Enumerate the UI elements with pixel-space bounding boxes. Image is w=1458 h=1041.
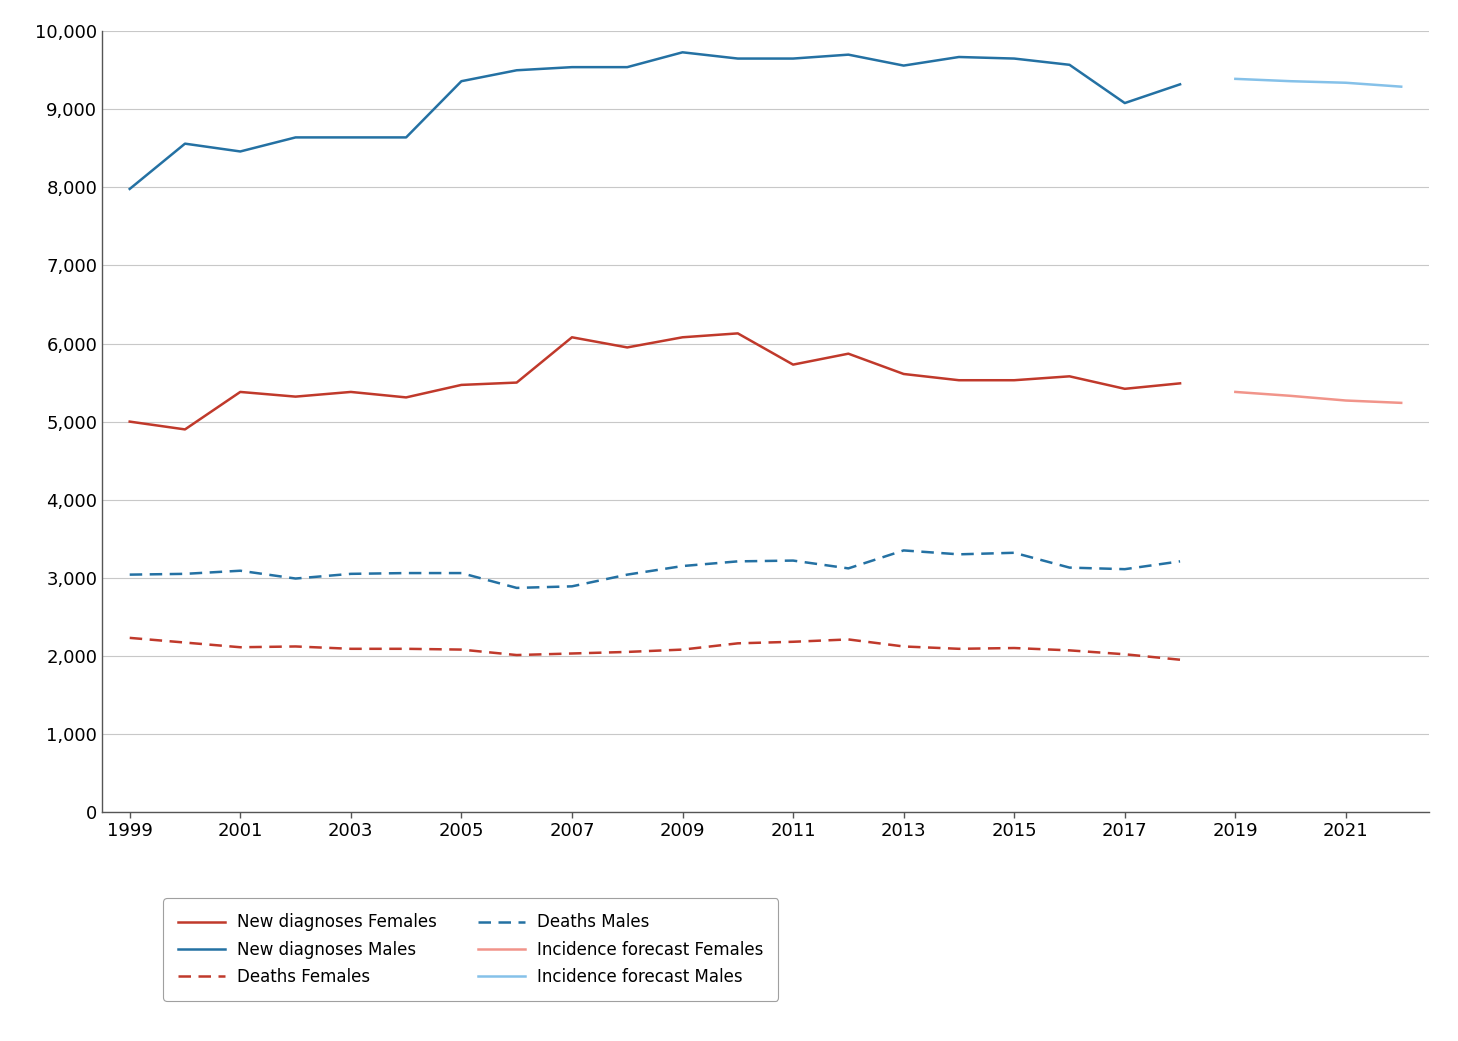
Legend: New diagnoses Females, New diagnoses Males, Deaths Females, Deaths Males, Incide: New diagnoses Females, New diagnoses Mal… (163, 898, 779, 1000)
